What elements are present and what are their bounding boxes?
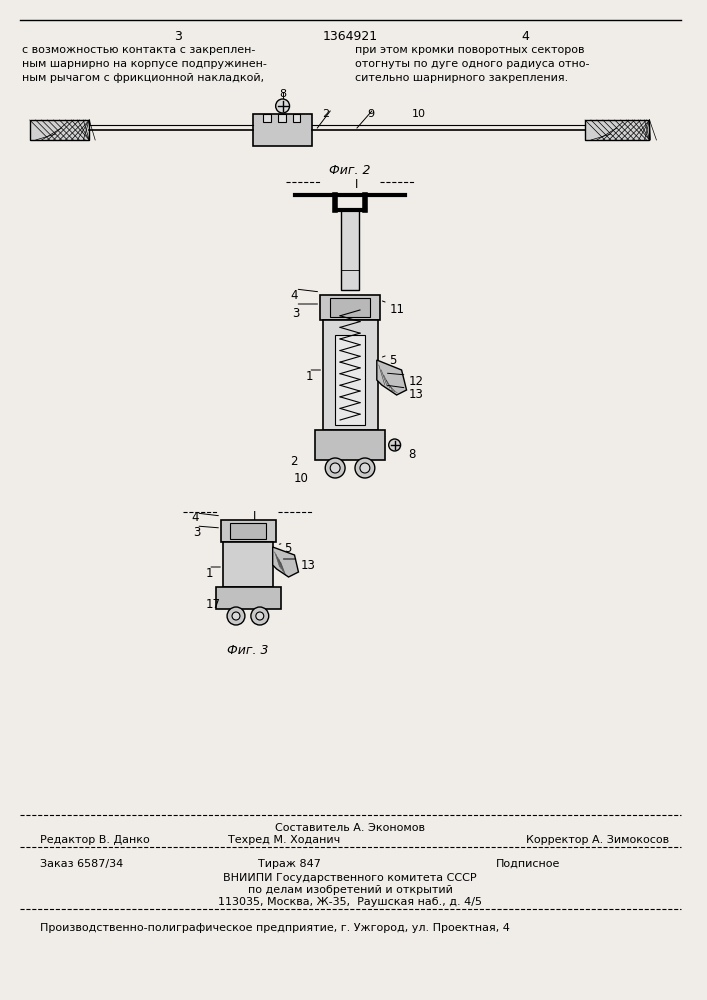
Circle shape (276, 99, 290, 113)
Bar (335, 335, 365, 425)
Bar (223, 542, 273, 587)
Text: Редактор В. Данко: Редактор В. Данко (40, 835, 149, 845)
Text: ВНИИПИ Государственного комитета СССР: ВНИИПИ Государственного комитета СССР (223, 873, 477, 883)
Text: 8: 8 (409, 448, 416, 461)
Bar (341, 210, 359, 290)
Bar (253, 114, 312, 146)
Circle shape (325, 458, 345, 478)
Text: 1: 1 (305, 370, 313, 383)
Text: 5: 5 (285, 542, 292, 555)
Text: Составитель А. Экономов: Составитель А. Экономов (275, 823, 425, 833)
Bar (278, 114, 286, 122)
Text: 8: 8 (280, 89, 287, 99)
Text: 3: 3 (175, 30, 182, 43)
Bar (293, 114, 300, 122)
Text: 4: 4 (192, 511, 199, 524)
Text: 1364921: 1364921 (322, 30, 378, 43)
Text: ным шарнирно на корпусе подпружинен-: ным шарнирно на корпусе подпружинен- (22, 59, 267, 69)
Circle shape (360, 463, 370, 473)
Circle shape (251, 607, 269, 625)
Polygon shape (273, 547, 298, 577)
Text: по делам изобретений и открытий: по делам изобретений и открытий (247, 885, 452, 895)
Text: 4: 4 (291, 289, 298, 302)
Text: 12: 12 (409, 375, 423, 388)
Text: 2: 2 (291, 455, 298, 468)
Bar (216, 587, 281, 609)
Text: 1: 1 (205, 567, 213, 580)
Text: 10: 10 (411, 109, 426, 119)
Text: сительно шарнирного закрепления.: сительно шарнирного закрепления. (355, 73, 568, 83)
Text: с возможностью контакта с закреплен-: с возможностью контакта с закреплен- (22, 45, 255, 55)
Text: 2: 2 (322, 109, 329, 119)
Text: I: I (355, 178, 358, 191)
Text: 11: 11 (390, 303, 404, 316)
Text: Подписное: Подписное (496, 859, 560, 869)
Text: 5: 5 (389, 354, 396, 367)
Bar (230, 523, 266, 539)
Bar (221, 520, 276, 542)
Text: Корректор А. Зимокосов: Корректор А. Зимокосов (525, 835, 669, 845)
Text: отогнуты по дуге одного радиуса отно-: отогнуты по дуге одного радиуса отно- (355, 59, 590, 69)
Text: 17: 17 (205, 598, 221, 611)
Bar (330, 298, 370, 317)
Circle shape (256, 612, 264, 620)
Bar (315, 430, 385, 460)
Circle shape (232, 612, 240, 620)
Text: Техред М. Ходанич: Техред М. Ходанич (228, 835, 340, 845)
Text: I: I (253, 510, 256, 523)
Bar (263, 114, 271, 122)
Text: Фиг. 2: Фиг. 2 (329, 164, 370, 177)
Circle shape (355, 458, 375, 478)
Text: ным рычагом с фрикционной накладкой,: ным рычагом с фрикционной накладкой, (22, 73, 264, 83)
Circle shape (330, 463, 340, 473)
Text: 113035, Москва, Ж-35,  Раушская наб., д. 4/5: 113035, Москва, Ж-35, Раушская наб., д. … (218, 897, 482, 907)
Text: 3: 3 (193, 526, 201, 539)
Bar (320, 295, 380, 320)
Text: 10: 10 (293, 472, 308, 485)
Text: Производственно-полиграфическое предприятие, г. Ужгород, ул. Проектная, 4: Производственно-полиграфическое предприя… (40, 923, 510, 933)
Text: Фиг. 3: Фиг. 3 (227, 644, 269, 657)
Text: 13: 13 (300, 559, 315, 572)
Text: 4: 4 (522, 30, 530, 43)
Bar (323, 320, 378, 430)
Text: Заказ 6587/34: Заказ 6587/34 (40, 859, 123, 869)
Text: при этом кромки поворотных секторов: при этом кромки поворотных секторов (355, 45, 585, 55)
Text: 13: 13 (409, 388, 423, 401)
FancyBboxPatch shape (585, 120, 650, 140)
FancyBboxPatch shape (30, 120, 89, 140)
Circle shape (389, 439, 401, 451)
Polygon shape (377, 360, 407, 395)
Text: 9: 9 (367, 109, 374, 119)
Circle shape (227, 607, 245, 625)
Text: Тираж 847: Тираж 847 (258, 859, 321, 869)
Text: 3: 3 (293, 307, 300, 320)
